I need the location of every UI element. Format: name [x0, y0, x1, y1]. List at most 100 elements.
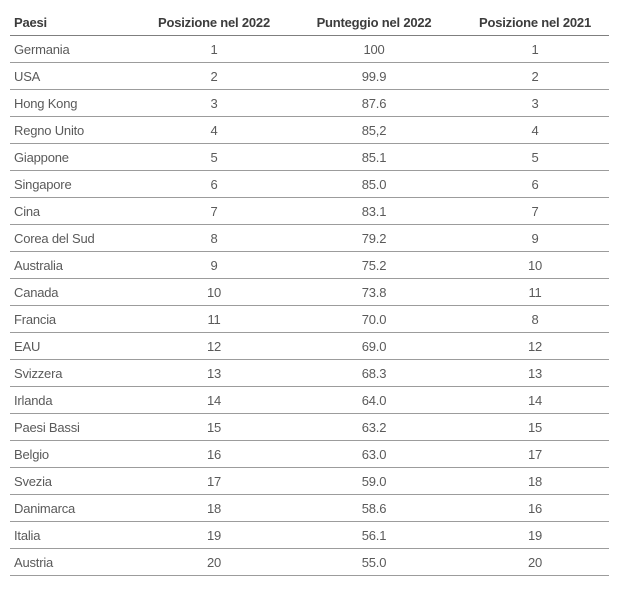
paese-cell: Francia: [10, 305, 141, 333]
paese-cell: Germania: [10, 35, 141, 63]
table-row: Svizzera 13 68.3 13: [10, 359, 609, 387]
column-header-punteggio-2022: Punteggio nel 2022: [287, 9, 461, 36]
posizione-2022-cell: 14: [141, 386, 287, 414]
table-row: Corea del Sud 8 79.2 9: [10, 224, 609, 252]
table-row: Hong Kong 3 87.6 3: [10, 89, 609, 117]
posizione-2021-cell: 20: [461, 548, 609, 576]
posizione-2022-cell: 10: [141, 278, 287, 306]
table-body: Germania 1 100 1 USA 2 99.9 2 Hong Kong 3 87.6 3 Reg…: [10, 35, 609, 576]
posizione-2021-cell: 1: [461, 35, 609, 63]
punteggio-2022-cell: 87.6: [287, 89, 461, 117]
punteggio-2022-cell: 64.0: [287, 386, 461, 414]
column-header-paese: Paesi: [10, 9, 141, 36]
punteggio-2022-cell: 100: [287, 35, 461, 63]
table-row: Paesi Bassi 15 63.2 15: [10, 413, 609, 441]
paese-cell: Italia: [10, 521, 141, 549]
punteggio-2022-cell: 56.1: [287, 521, 461, 549]
table-row: Cina 7 83.1 7: [10, 197, 609, 225]
posizione-2022-cell: 7: [141, 197, 287, 225]
table-row: USA 2 99.9 2: [10, 62, 609, 90]
table-row: Francia 11 70.0 8: [10, 305, 609, 333]
table-row: Canada 10 73.8 11: [10, 278, 609, 306]
posizione-2021-cell: 18: [461, 467, 609, 495]
table-row: Singapore 6 85.0 6: [10, 170, 609, 198]
column-header-posizione-2021: Posizione nel 2021: [461, 9, 609, 36]
column-header-posizione-2022: Posizione nel 2022: [141, 9, 287, 36]
posizione-2022-cell: 8: [141, 224, 287, 252]
punteggio-2022-cell: 70.0: [287, 305, 461, 333]
posizione-2022-cell: 13: [141, 359, 287, 387]
posizione-2021-cell: 17: [461, 440, 609, 468]
posizione-2022-cell: 19: [141, 521, 287, 549]
posizione-2022-cell: 15: [141, 413, 287, 441]
posizione-2021-cell: 9: [461, 224, 609, 252]
posizione-2021-cell: 12: [461, 332, 609, 360]
posizione-2021-cell: 15: [461, 413, 609, 441]
paese-cell: USA: [10, 62, 141, 90]
table-row: Australia 9 75.2 10: [10, 251, 609, 279]
posizione-2021-cell: 3: [461, 89, 609, 117]
punteggio-2022-cell: 85,2: [287, 116, 461, 144]
posizione-2022-cell: 16: [141, 440, 287, 468]
paese-cell: Hong Kong: [10, 89, 141, 117]
punteggio-2022-cell: 68.3: [287, 359, 461, 387]
country-ranking-table: Paesi Posizione nel 2022 Punteggio nel 202…: [10, 9, 609, 576]
table-row: Svezia 17 59.0 18: [10, 467, 609, 495]
paese-cell: Paesi Bassi: [10, 413, 141, 441]
posizione-2022-cell: 12: [141, 332, 287, 360]
punteggio-2022-cell: 75.2: [287, 251, 461, 279]
punteggio-2022-cell: 73.8: [287, 278, 461, 306]
posizione-2021-cell: 4: [461, 116, 609, 144]
posizione-2021-cell: 6: [461, 170, 609, 198]
posizione-2021-cell: 14: [461, 386, 609, 414]
posizione-2021-cell: 8: [461, 305, 609, 333]
table-row: Irlanda 14 64.0 14: [10, 386, 609, 414]
paese-cell: EAU: [10, 332, 141, 360]
punteggio-2022-cell: 83.1: [287, 197, 461, 225]
paese-cell: Belgio: [10, 440, 141, 468]
table-row: EAU 12 69.0 12: [10, 332, 609, 360]
posizione-2022-cell: 18: [141, 494, 287, 522]
paese-cell: Regno Unito: [10, 116, 141, 144]
posizione-2021-cell: 16: [461, 494, 609, 522]
posizione-2021-cell: 7: [461, 197, 609, 225]
paese-cell: Australia: [10, 251, 141, 279]
posizione-2022-cell: 3: [141, 89, 287, 117]
punteggio-2022-cell: 85.1: [287, 143, 461, 171]
punteggio-2022-cell: 58.6: [287, 494, 461, 522]
posizione-2021-cell: 5: [461, 143, 609, 171]
table-row: Italia 19 56.1 19: [10, 521, 609, 549]
paese-cell: Corea del Sud: [10, 224, 141, 252]
table-row: Belgio 16 63.0 17: [10, 440, 609, 468]
paese-cell: Danimarca: [10, 494, 141, 522]
table-row: Germania 1 100 1: [10, 35, 609, 63]
posizione-2022-cell: 20: [141, 548, 287, 576]
posizione-2021-cell: 19: [461, 521, 609, 549]
paese-cell: Irlanda: [10, 386, 141, 414]
punteggio-2022-cell: 59.0: [287, 467, 461, 495]
posizione-2021-cell: 11: [461, 278, 609, 306]
posizione-2022-cell: 17: [141, 467, 287, 495]
posizione-2022-cell: 1: [141, 35, 287, 63]
table-row: Regno Unito 4 85,2 4: [10, 116, 609, 144]
posizione-2022-cell: 2: [141, 62, 287, 90]
paese-cell: Svizzera: [10, 359, 141, 387]
posizione-2021-cell: 13: [461, 359, 609, 387]
table-row: Austria 20 55.0 20: [10, 548, 609, 576]
paese-cell: Canada: [10, 278, 141, 306]
punteggio-2022-cell: 85.0: [287, 170, 461, 198]
posizione-2022-cell: 4: [141, 116, 287, 144]
punteggio-2022-cell: 63.2: [287, 413, 461, 441]
paese-cell: Svezia: [10, 467, 141, 495]
posizione-2022-cell: 9: [141, 251, 287, 279]
punteggio-2022-cell: 99.9: [287, 62, 461, 90]
posizione-2022-cell: 5: [141, 143, 287, 171]
punteggio-2022-cell: 79.2: [287, 224, 461, 252]
table-row: Danimarca 18 58.6 16: [10, 494, 609, 522]
punteggio-2022-cell: 63.0: [287, 440, 461, 468]
header-row: Paesi Posizione nel 2022 Punteggio nel 202…: [10, 9, 609, 36]
table-container: Paesi Posizione nel 2022 Punteggio nel 202…: [10, 9, 609, 576]
posizione-2021-cell: 2: [461, 62, 609, 90]
punteggio-2022-cell: 55.0: [287, 548, 461, 576]
paese-cell: Austria: [10, 548, 141, 576]
